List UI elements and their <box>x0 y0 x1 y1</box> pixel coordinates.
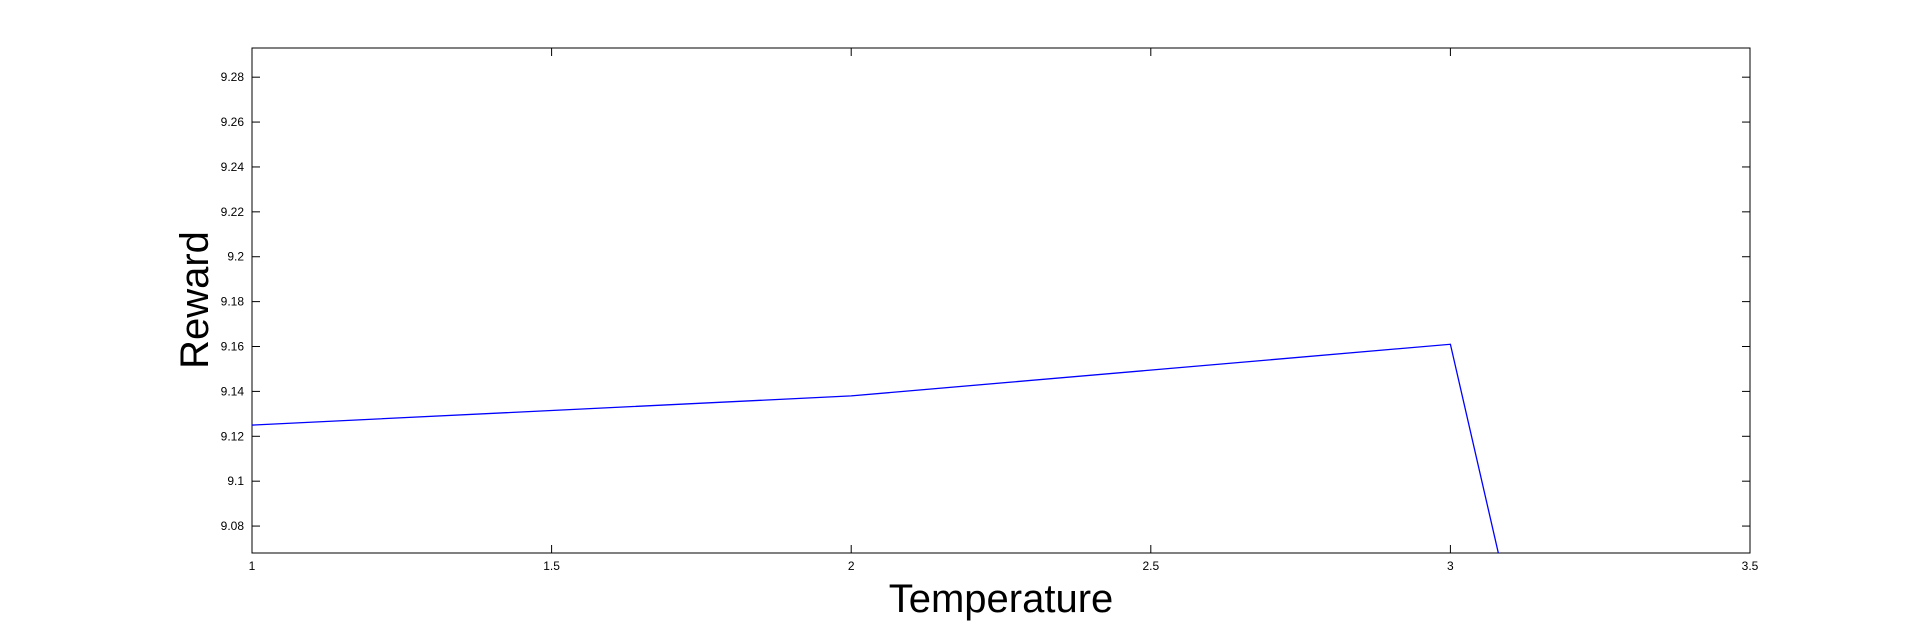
y-axis-label: Reward <box>173 231 217 369</box>
series-group <box>252 343 1499 553</box>
x-tick-label: 2.5 <box>1142 559 1159 573</box>
x-axis-label: Temperature <box>889 577 1114 621</box>
plot-area <box>251 47 1751 554</box>
x-tick-label: 1.5 <box>543 559 560 573</box>
y-tick-label: 9.22 <box>221 205 245 219</box>
series-line <box>252 343 1499 553</box>
y-tick-label: 9.24 <box>221 160 245 174</box>
y-tick-label: 9.2 <box>227 250 244 264</box>
axis-ticks <box>251 48 1751 553</box>
x-tick-label: 3.5 <box>1742 559 1759 573</box>
x-tick-label: 2 <box>848 559 855 573</box>
y-tick-label: 9.16 <box>221 340 245 354</box>
y-tick-label: 9.18 <box>221 295 245 309</box>
y-tick-label: 9.08 <box>221 519 245 533</box>
y-tick-label: 9.28 <box>221 70 245 84</box>
x-tick-label: 3 <box>1447 559 1454 573</box>
y-tick-label: 9.1 <box>227 474 244 488</box>
tick-labels: 1 1.5 2 2.5 3 3.5 9.08 9.1 9.12 9.14 9.16 9.18 9.2 9.… <box>221 70 1759 573</box>
y-tick-label: 9.14 <box>221 384 245 398</box>
y-tick-label: 9.12 <box>221 429 245 443</box>
x-tick-label: 1 <box>249 559 256 573</box>
y-tick-label: 9.26 <box>221 115 245 129</box>
